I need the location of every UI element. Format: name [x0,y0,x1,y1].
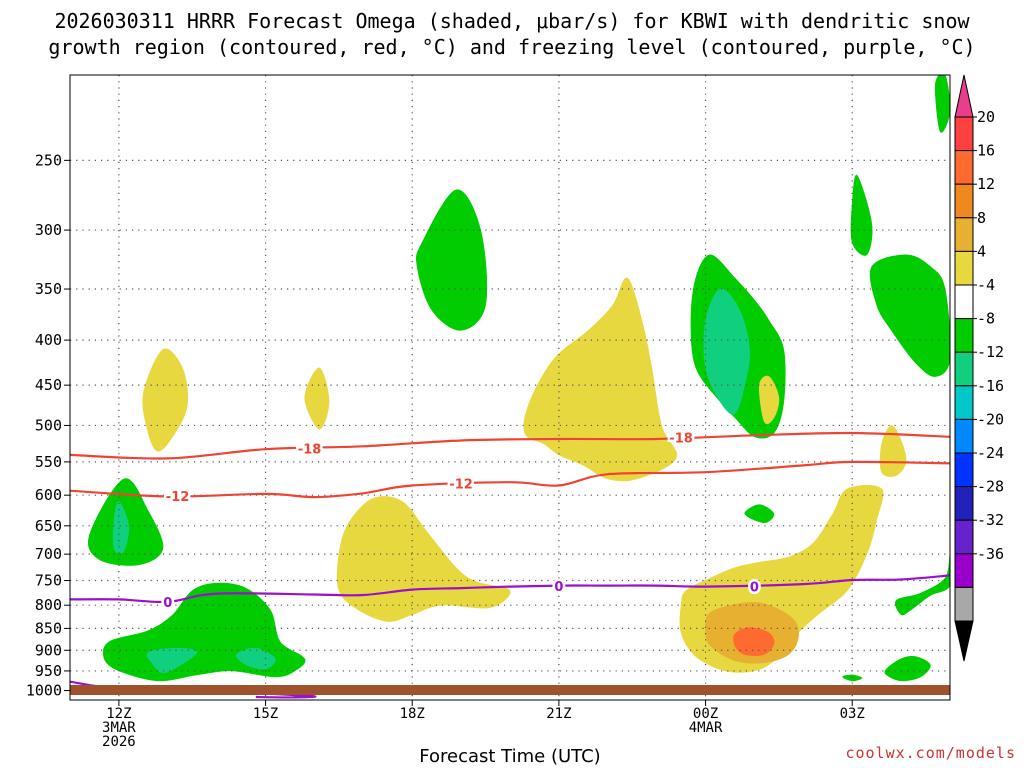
colorbar-cell-10 [954,418,974,454]
colorbar-label-2: 12 [977,175,995,193]
xtick-label-18Z-0: 18Z [400,706,425,722]
colorbar-cell-14 [954,553,974,588]
colorbar-cell-5 [954,250,974,286]
shade-teal-13z-low [146,647,198,674]
contour-lines: -18 -18 -12 -12 0 0 0 [70,429,950,699]
colorbar-label-5: -4 [977,276,995,294]
colorbar-label-1: 16 [977,142,995,160]
colorbar: 20 16 12 8 4 -4 -8 -12 -16 -20 -24 -28 -32 -36 [954,74,1004,662]
ytick-label-950: 950 [35,662,62,680]
ytick-label-850: 850 [35,619,62,637]
colorbar-label-7: -12 [977,343,1004,361]
ytick-label-800: 800 [35,596,62,614]
ytick-label-1000: 1000 [26,682,62,700]
x-axis-label: Forecast Time (UTC) [419,746,601,767]
xtick-label-03Z-0: 03Z [840,706,865,722]
xtick-label-00Z-1: 4MAR [689,720,723,736]
colorbar-label-11: -28 [977,478,1004,496]
plot-frame [69,74,951,701]
shade-teal-23z-upper [703,288,750,415]
shade-green-28z-upper [869,254,950,377]
ytick-label-900: 900 [35,641,62,659]
contour-label-dgz-minus12-1: -12 [449,478,473,493]
xtick-label-12Z-0: 12Z [106,706,131,722]
colorbar-top-arrow [954,74,974,118]
shade-green-29z-low [895,553,950,616]
ytick-label-750: 750 [35,572,62,590]
contour-label-dgz-minus18-0: -18 [298,442,322,457]
colorbar-cell-4 [954,217,974,252]
colorbar-label-9: -20 [977,410,1004,428]
contour-freezing-level [70,574,950,604]
colorbar-cell-11 [954,452,974,488]
ytick-label-300: 300 [35,221,62,239]
colorbar-cell-15 [954,586,974,622]
ytick-label-700: 700 [35,545,62,563]
site-credit: coolwx.com/models [845,744,1016,762]
shade-teal-12z-low [112,501,130,554]
shade-yellow-22z [523,277,678,482]
shade-green-28z-bottom [884,655,931,682]
ytick-label-250: 250 [35,151,62,169]
colorbar-label-4: 4 [977,242,986,260]
chart-title-line2: growth region (contoured, red, °C) and f… [48,35,976,59]
contour-label-freezing-level-1: 0 [554,580,563,595]
contour-label-dgz-minus12-0: -12 [166,490,190,505]
ytick-label-600: 600 [35,486,62,504]
shade-green-27z-upper [850,174,873,256]
colorbar-cell-12 [954,486,974,521]
colorbar-label-10: -24 [977,444,1004,462]
shade-yellow-25z-small [758,375,780,425]
colorbar-cell-9 [954,385,974,420]
shade-yellow-17z-mid [336,496,511,622]
shade-green-19z-upper [415,189,488,331]
shade-green-27z-tiny [842,674,863,682]
xtick-label-15Z-0: 15Z [253,706,278,722]
colorbar-cell-13 [954,519,974,555]
colorbar-cell-8 [954,351,974,387]
ytick-label-400: 400 [35,331,62,349]
colorbar-cell-6 [954,284,974,320]
shaded-omega-regions [87,75,950,682]
ytick-label-350: 350 [35,280,62,298]
colorbar-label-13: -36 [977,545,1004,563]
xtick-label-00Z-0: 00Z [693,706,718,722]
colorbar-label-6: -8 [977,310,995,328]
colorbar-cell-2 [954,150,974,185]
colorbar-cell-1 [954,116,974,152]
ytick-label-450: 450 [35,376,62,394]
shade-yellow-16z-small [304,367,330,430]
chart-title: 2026030311 HRRR Forecast Omega (shaded, … [0,8,1024,60]
shade-green-29z-top [934,75,950,133]
colorbar-label-12: -32 [977,511,1004,529]
colorbar-bottom-arrow [954,620,974,662]
colorbar-cell-7 [954,318,974,353]
contour-dgz-minus18 [70,431,950,460]
colorbar-label-3: 8 [977,209,986,227]
colorbar-label-8: -16 [977,377,1004,395]
ytick-label-500: 500 [35,416,62,434]
shade-green-25z-small [744,504,775,524]
contour-label-freezing-level-0: 0 [163,596,172,611]
contour-label-dgz-minus18-1: -18 [669,431,693,446]
contour-dgz-minus12 [70,460,950,499]
chart-title-line1: 2026030311 HRRR Forecast Omega (shaded, … [54,9,970,33]
xtick-label-12Z-2: 2026 [102,734,136,750]
gridlines [70,75,950,700]
colorbar-cell-3 [954,183,974,219]
xtick-label-12Z-1: 3MAR [102,720,136,736]
colorbar-label-0: 20 [977,108,995,126]
ytick-label-550: 550 [35,453,62,471]
y-axis-ticks: 250 300 350 400 450 500 550 600 650 700 750 800 850 9… [26,151,70,700]
xtick-label-21Z-0: 21Z [546,706,571,722]
surface-terrain [70,685,950,695]
ytick-label-650: 650 [35,517,62,535]
shade-teal-14z-low [235,647,276,670]
contour-label-freezing-level-2: 0 [750,581,759,596]
